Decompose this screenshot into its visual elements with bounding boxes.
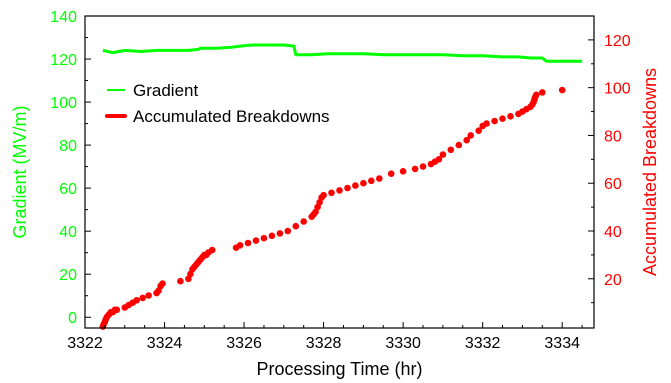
y-right-tick-label: 60 <box>604 176 622 193</box>
breakdown-point <box>376 175 383 182</box>
breakdown-point <box>244 239 252 247</box>
y-left-tick-label: 40 <box>59 224 77 241</box>
x-axis-title-unit: (hr) <box>395 359 423 379</box>
breakdown-point <box>439 151 447 158</box>
y-left-tick-label: 120 <box>50 52 77 69</box>
breakdown-point <box>145 292 152 299</box>
breakdown-point <box>558 86 566 94</box>
gradient-series-line <box>102 43 583 63</box>
plot-frame <box>84 15 595 329</box>
breakdown-point <box>268 232 276 240</box>
breakdown-point <box>499 115 506 122</box>
breakdown-point <box>276 230 284 237</box>
breakdown-point <box>300 218 308 225</box>
breakdown-point <box>177 277 184 285</box>
breakdown-point <box>236 242 244 249</box>
y-left-tick-label: 0 <box>68 310 77 327</box>
breakdown-point <box>491 117 498 125</box>
breakdown-point <box>360 179 367 187</box>
y-right-tick-label: 120 <box>604 33 631 50</box>
y-left-tick-label: 140 <box>50 9 77 26</box>
breakdown-point <box>260 234 268 242</box>
breakdown-point <box>284 227 292 235</box>
y-right-tick-label: 40 <box>604 224 622 241</box>
breakdown-point <box>475 127 483 134</box>
x-tick-label: 3322 <box>67 335 103 352</box>
breakdown-point <box>411 165 419 173</box>
breakdown-point <box>467 132 475 139</box>
x-tick-label: 3332 <box>465 335 501 352</box>
legend-label-gradient: Gradient <box>133 81 198 100</box>
y-left-tick-label: 80 <box>59 138 77 155</box>
y-right-axis: 20 40 60 80 100 120 <box>588 33 631 304</box>
x-tick-label: 3328 <box>306 335 342 352</box>
x-axis-title: Processing Time (hr) <box>256 359 422 379</box>
y-left-tick-label: 20 <box>59 267 77 284</box>
breakdown-point <box>113 306 121 314</box>
legend-label-breakdowns: Accumulated Breakdowns <box>133 107 330 126</box>
breakdown-point <box>539 89 546 96</box>
legend: Gradient Accumulated Breakdowns <box>105 81 330 126</box>
breakdown-point <box>133 297 140 304</box>
breakdown-point <box>435 156 443 163</box>
breakdown-point <box>320 191 327 199</box>
breakdown-point <box>336 187 343 194</box>
x-tick-label: 3330 <box>385 335 421 352</box>
breakdown-point <box>507 113 514 120</box>
breakdown-point <box>533 91 540 99</box>
breakdown-point <box>159 280 166 287</box>
x-tick-label: 3326 <box>226 335 262 352</box>
breakdown-point <box>387 170 395 177</box>
y-right-tick-label: 100 <box>604 81 631 98</box>
x-tick-label: 3334 <box>544 335 580 352</box>
x-axis: 3322 3324 3326 3328 3330 3332 3334 <box>67 322 583 352</box>
y-left-tick-label: 60 <box>59 181 77 198</box>
breakdown-point <box>419 163 427 170</box>
x-tick-label: 3324 <box>147 335 183 352</box>
y-right-tick-label: 20 <box>604 272 622 289</box>
breakdown-point <box>328 189 335 197</box>
y-right-axis-title: Accumulated Breakdowns <box>640 68 660 276</box>
breakdown-point <box>399 168 407 175</box>
breakdown-point <box>344 184 351 192</box>
series-layer <box>99 43 583 330</box>
breakdown-point <box>139 294 146 302</box>
breakdown-point <box>252 237 260 244</box>
breakdown-point <box>455 141 463 149</box>
breakdown-point <box>463 136 471 144</box>
breakdown-point <box>368 177 375 185</box>
breakdown-point <box>483 120 490 127</box>
y-left-tick-label: 100 <box>50 95 77 112</box>
breakdown-point <box>292 222 300 230</box>
breakdown-point <box>208 246 216 254</box>
y-right-tick-label: 80 <box>604 128 622 145</box>
breakdown-point <box>447 146 455 154</box>
y-left-axis: 0 20 40 60 80 100 120 140 <box>50 9 91 327</box>
x-axis-title-main: Processing Time <box>256 359 389 379</box>
y-left-axis-title: Gradient (MV/m) <box>10 105 30 238</box>
breakdown-point <box>352 182 359 189</box>
